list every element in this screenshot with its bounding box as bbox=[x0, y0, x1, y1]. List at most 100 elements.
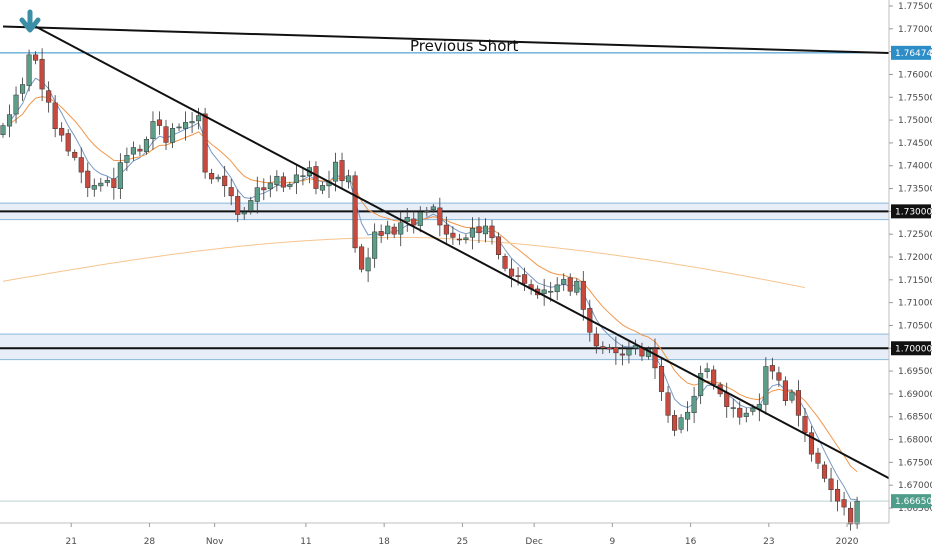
candle-body-20 bbox=[130, 147, 136, 155]
price-tag-bg-2 bbox=[891, 341, 931, 356]
candle-body-2 bbox=[13, 94, 19, 115]
candle-80 bbox=[522, 267, 528, 291]
candle-body-127 bbox=[828, 478, 834, 490]
price-tag-label-2: 1.70000 bbox=[895, 344, 932, 354]
candle-body-59 bbox=[385, 225, 391, 235]
candle-21 bbox=[137, 144, 143, 156]
trendlines[interactable] bbox=[2, 25, 891, 480]
candle-101 bbox=[658, 357, 665, 401]
price-tag-label-1: 1.73000 bbox=[895, 207, 932, 217]
candle-body-62 bbox=[404, 217, 410, 222]
candle-45 bbox=[293, 164, 299, 194]
candle-body-123 bbox=[802, 416, 808, 433]
candle-77 bbox=[502, 253, 508, 272]
price-tag-bg-3 bbox=[891, 494, 931, 509]
y-tick-label-13: 1.71000 bbox=[898, 299, 932, 309]
candle-36 bbox=[235, 189, 241, 223]
candle-108 bbox=[704, 362, 710, 379]
y-tick-label-7: 1.74000 bbox=[898, 162, 932, 172]
candle-18 bbox=[117, 153, 123, 199]
candle-body-106 bbox=[691, 395, 697, 413]
candle-body-93 bbox=[606, 347, 612, 350]
y-tick-label-5: 1.75000 bbox=[898, 116, 932, 126]
candle-46 bbox=[300, 167, 306, 186]
candle-body-58 bbox=[378, 231, 384, 236]
candle-118 bbox=[769, 357, 775, 380]
price-tag-label-3: 1.66650 bbox=[895, 497, 932, 507]
candle-body-52 bbox=[339, 160, 345, 182]
candle-body-92 bbox=[600, 346, 606, 349]
down-arrow-icon bbox=[19, 9, 41, 33]
candle-body-16 bbox=[104, 180, 110, 183]
candle-20 bbox=[130, 141, 136, 161]
candle-body-53 bbox=[346, 175, 352, 183]
y-tick-label-11: 1.72000 bbox=[898, 253, 932, 263]
price-tag-bg-0 bbox=[891, 45, 931, 60]
candle-62 bbox=[404, 207, 410, 232]
candle-body-120 bbox=[782, 380, 788, 402]
candle-body-14 bbox=[91, 185, 97, 190]
candle-body-88 bbox=[574, 280, 580, 293]
y-tick-label-20: 1.67500 bbox=[898, 458, 932, 468]
candle-body-102 bbox=[665, 392, 671, 416]
candle-body-101 bbox=[658, 366, 665, 392]
candle-body-38 bbox=[248, 200, 254, 211]
candle-13 bbox=[85, 162, 91, 197]
horizontal-levels bbox=[0, 52, 889, 502]
candle-body-131 bbox=[854, 500, 860, 525]
candle-body-96 bbox=[626, 348, 632, 356]
candle-body-73 bbox=[476, 226, 482, 234]
candle-body-107 bbox=[698, 373, 704, 396]
candle-body-70 bbox=[456, 238, 462, 241]
candle-0 bbox=[0, 122, 6, 138]
candle-12 bbox=[78, 147, 84, 184]
candle-body-55 bbox=[359, 246, 365, 270]
candle-69 bbox=[450, 226, 456, 245]
candle-127 bbox=[828, 467, 834, 502]
candle-body-26 bbox=[169, 128, 176, 143]
price-tags: 1.76474 1.73000 1.70000 1.66650 bbox=[891, 45, 932, 509]
candle-14 bbox=[91, 178, 97, 197]
candle-68 bbox=[443, 216, 449, 244]
candle-body-75 bbox=[489, 225, 495, 239]
candle-body-32 bbox=[209, 172, 215, 180]
price-tag-3: 1.66650 bbox=[891, 494, 932, 509]
candle-89 bbox=[580, 271, 586, 321]
candle-body-117 bbox=[763, 366, 769, 405]
candle-120 bbox=[782, 376, 788, 406]
candle-128 bbox=[835, 479, 841, 512]
candle-body-34 bbox=[222, 175, 228, 187]
candle-97 bbox=[632, 339, 638, 355]
candle-body-60 bbox=[391, 226, 397, 235]
candle-35 bbox=[228, 178, 234, 206]
candle-body-77 bbox=[502, 256, 508, 269]
candle-9 bbox=[59, 122, 65, 142]
candle-67 bbox=[437, 197, 443, 237]
x-tick-label-8: 16 bbox=[685, 537, 697, 547]
candle-body-37 bbox=[241, 212, 247, 215]
candle-42 bbox=[274, 170, 280, 192]
y-tick-label-1: 1.77000 bbox=[898, 25, 932, 35]
candle-76 bbox=[495, 232, 502, 260]
candle-49 bbox=[319, 181, 326, 195]
candle-129 bbox=[841, 491, 847, 516]
candle-body-124 bbox=[808, 432, 815, 455]
candle-10 bbox=[65, 129, 71, 156]
candle-43 bbox=[280, 172, 286, 192]
candle-26 bbox=[169, 123, 176, 149]
candle-117 bbox=[763, 357, 769, 415]
candle-body-72 bbox=[469, 227, 475, 238]
candle-body-1 bbox=[6, 114, 13, 127]
y-tick-label-22: 1.66500 bbox=[898, 504, 932, 514]
candle-53 bbox=[346, 169, 352, 189]
x-tick-label-2: Nov bbox=[206, 537, 224, 547]
candle-body-17 bbox=[111, 178, 117, 188]
time-axis[interactable]: 21 28 Nov 11 18 25 Dec 9 16 23 2020 bbox=[65, 523, 859, 547]
candle-body-130 bbox=[848, 507, 854, 525]
candle-71 bbox=[463, 234, 469, 244]
price-axis[interactable]: 1.775001.770001.765001.760001.755001.750… bbox=[889, 2, 932, 514]
candle-30 bbox=[196, 107, 202, 130]
candle-2 bbox=[13, 86, 19, 124]
